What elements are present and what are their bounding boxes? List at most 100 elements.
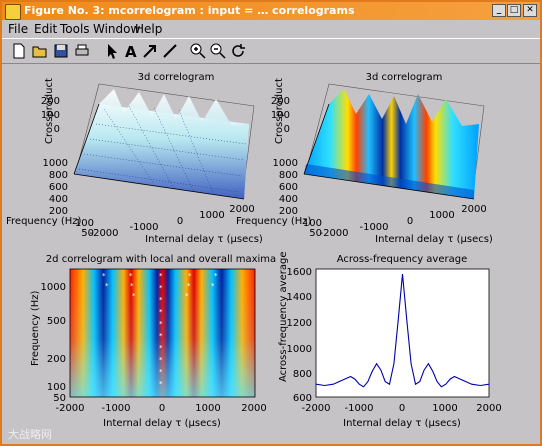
y-tick: 100: [75, 218, 94, 229]
zoom-in-icon[interactable]: [189, 42, 207, 60]
plot-title: 3d correlogram: [366, 72, 443, 83]
x-tick: 1000: [199, 210, 224, 221]
svg-text:*: *: [159, 284, 163, 292]
avg-series-line: [315, 274, 490, 388]
x-axis-label: Internal delay τ (μsecs): [343, 418, 461, 429]
plot-2d-correlogram[interactable]: 2d correlogram with local and overall ma…: [30, 254, 276, 429]
svg-text:*: *: [159, 272, 163, 280]
svg-text:*: *: [159, 308, 163, 316]
z-tick: 0: [54, 124, 60, 135]
plot-across-frequency-average[interactable]: Across-frequency average Across-frequenc…: [278, 252, 502, 429]
minimize-button[interactable]: _: [492, 4, 506, 17]
zoom-out-icon[interactable]: [209, 42, 227, 60]
z-tick: 100: [41, 110, 60, 121]
svg-text:*: *: [159, 296, 163, 304]
svg-text:*: *: [102, 272, 106, 280]
x-axis-label: Internal delay τ (μsecs): [145, 234, 263, 245]
y-tick: 200: [279, 206, 298, 217]
line-tool-icon[interactable]: [161, 42, 179, 60]
avg-plot-area: [315, 268, 490, 398]
x-tick: -2000: [301, 403, 330, 414]
x-tick: 0: [177, 216, 183, 227]
plot-3d-mesh[interactable]: 3d correlogram 200 100 0 Crossproduct 10…: [6, 72, 263, 245]
title-bar[interactable]: Figure No. 3: mcorrelogram : input = … c…: [2, 2, 540, 20]
x-tick: -1000: [344, 403, 373, 414]
menu-edit[interactable]: Edit: [34, 22, 58, 36]
y-tick: 400: [49, 194, 68, 205]
svg-text:*: *: [129, 272, 133, 280]
matlab-app-icon: [5, 4, 21, 20]
x-tick: 2000: [241, 403, 266, 414]
y-tick: 800: [49, 170, 68, 181]
y-tick: 1000: [41, 282, 66, 293]
x-tick: 2000: [461, 204, 486, 215]
x-tick: 0: [159, 403, 165, 414]
menu-file[interactable]: File: [8, 22, 29, 36]
svg-text:*: *: [159, 380, 163, 388]
x-tick: -2000: [55, 403, 84, 414]
svg-text:*: *: [130, 282, 134, 290]
y-tick: 1000: [273, 158, 298, 169]
y-tick: 600: [49, 182, 68, 193]
svg-text:*: *: [105, 282, 109, 290]
z-tick: 0: [284, 124, 290, 135]
svg-text:*: *: [188, 272, 192, 280]
menu-window[interactable]: Window: [93, 22, 141, 36]
plot-title: 2d correlogram with local and overall ma…: [46, 254, 276, 265]
y-axis-label: Frequency (Hz): [6, 216, 82, 227]
x-tick: -2000: [319, 228, 348, 239]
pointer-icon[interactable]: [103, 42, 121, 60]
watermark: 大战略网: [8, 428, 52, 441]
x-tick: -1000: [359, 222, 388, 233]
svg-text:*: *: [214, 272, 218, 280]
x-tick: 0: [399, 403, 405, 414]
x-tick: 1000: [429, 210, 454, 221]
y-axis-label: Frequency (Hz): [30, 290, 41, 366]
y-tick: 100: [47, 382, 66, 393]
z-tick: 100: [271, 110, 290, 121]
y-tick: 500: [47, 316, 66, 327]
svg-text:*: *: [159, 356, 163, 364]
x-tick: 1000: [432, 403, 457, 414]
maximize-button[interactable]: □: [507, 4, 521, 17]
y-tick: 600: [279, 182, 298, 193]
y-tick: 200: [49, 206, 68, 217]
svg-text:*: *: [187, 282, 191, 290]
y-tick: 800: [279, 170, 298, 181]
text-tool-icon[interactable]: A: [121, 42, 139, 60]
figure-canvas: 3d correlogram 200 100 0 Crossproduct 10…: [4, 64, 538, 444]
y-tick: 1000: [43, 158, 68, 169]
close-button[interactable]: ✕: [523, 4, 537, 17]
y-axis-label: Across-frequency average: [278, 252, 289, 382]
rotate-icon[interactable]: [229, 42, 247, 60]
menu-bar: File Edit Tools Window Help: [2, 20, 540, 38]
x-tick: -1000: [101, 403, 130, 414]
svg-text:*: *: [159, 344, 163, 352]
new-file-icon[interactable]: [10, 42, 28, 60]
svg-text:*: *: [159, 320, 163, 328]
z-tick: 200: [41, 96, 60, 107]
arrow-tool-icon[interactable]: [141, 42, 159, 60]
y-tick: 400: [279, 194, 298, 205]
plot-3d-surface[interactable]: 3d correlogram 200 100 0 Crossproduct 10…: [236, 72, 493, 245]
window-title: Figure No. 3: mcorrelogram : input = … c…: [24, 4, 355, 17]
menu-tools[interactable]: Tools: [60, 22, 90, 36]
open-folder-icon[interactable]: [31, 42, 49, 60]
z-axis-label: Crossproduct: [274, 78, 285, 144]
menu-help[interactable]: Help: [135, 22, 163, 36]
x-tick: -1000: [129, 222, 158, 233]
z-axis-label: Crossproduct: [44, 78, 55, 144]
x-tick: 2000: [229, 204, 254, 215]
y-tick: 1000: [287, 344, 312, 355]
avg-line-layer: [315, 274, 490, 388]
z-tick: 200: [271, 96, 290, 107]
y-tick: 200: [47, 354, 66, 365]
print-icon[interactable]: [73, 42, 91, 60]
plot-title: Across-frequency average: [337, 254, 467, 265]
y-tick: 1600: [287, 267, 312, 278]
save-icon[interactable]: [52, 42, 70, 60]
y-axis-label: Frequency (Hz): [236, 216, 312, 227]
svg-text:*: *: [132, 292, 136, 300]
svg-text:*: *: [211, 282, 215, 290]
